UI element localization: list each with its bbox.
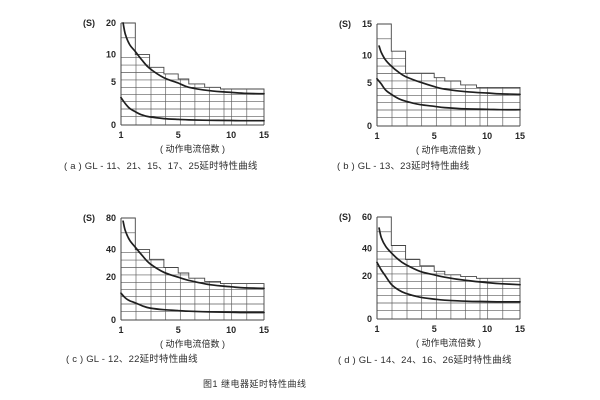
svg-text:1: 1 bbox=[374, 324, 379, 334]
lower-limit-curve bbox=[120, 96, 265, 122]
axes bbox=[120, 218, 264, 321]
y-tick-labels: 0 5 10 20 bbox=[106, 18, 116, 130]
h-gridlines bbox=[121, 37, 264, 117]
svg-text:20: 20 bbox=[362, 271, 372, 281]
axes bbox=[120, 23, 264, 126]
tolerance-band-outline bbox=[121, 22, 265, 125]
chart-b: 0 5 10 15 1 5 10 15 (S)( 动作电流倍数 ) bbox=[331, 16, 551, 164]
v-gridlines bbox=[135, 249, 248, 320]
svg-text:10: 10 bbox=[362, 51, 372, 61]
tolerance-band-outline bbox=[121, 217, 265, 320]
svg-text:15: 15 bbox=[259, 130, 269, 140]
x-tick-labels: 1 5 10 15 bbox=[374, 324, 525, 334]
lower-limit-curve bbox=[376, 77, 521, 111]
y-tick-labels: 0 20 40 60 bbox=[362, 212, 372, 324]
chart-c-caption: ( c ) GL - 12、22延时特性曲线 bbox=[66, 354, 198, 365]
chart-d-caption: ( d ) GL - 14、24、16、26延时特性曲线 bbox=[338, 355, 512, 366]
svg-text:10: 10 bbox=[106, 50, 116, 60]
x-axis-label: ( 动作电流倍数 ) bbox=[160, 338, 225, 349]
x-axis-label: ( 动作电流倍数 ) bbox=[416, 337, 481, 348]
y-tick-labels: 0 5 10 15 bbox=[362, 19, 372, 131]
v-gridlines bbox=[391, 245, 504, 319]
svg-text:10: 10 bbox=[482, 324, 492, 334]
svg-text:15: 15 bbox=[259, 325, 269, 335]
h-gridlines bbox=[121, 232, 264, 312]
svg-text:40: 40 bbox=[106, 245, 116, 255]
axes bbox=[376, 217, 520, 320]
svg-text:0: 0 bbox=[367, 314, 372, 324]
svg-text:0: 0 bbox=[111, 120, 116, 130]
svg-text:5: 5 bbox=[176, 325, 181, 335]
tolerance-band-outline bbox=[377, 23, 521, 126]
upper-limit-curve bbox=[378, 227, 521, 286]
y-unit-label: (S) bbox=[83, 213, 95, 223]
lower-limit-curve bbox=[376, 261, 521, 303]
x-axis-label: ( 动作电流倍数 ) bbox=[416, 144, 481, 155]
x-axis-label: ( 动作电流倍数 ) bbox=[160, 143, 225, 154]
y-unit-label: (S) bbox=[83, 18, 95, 28]
svg-text:60: 60 bbox=[362, 212, 372, 222]
svg-text:5: 5 bbox=[432, 324, 437, 334]
svg-text:0: 0 bbox=[111, 315, 116, 325]
chart-b-caption: ( b ) GL - 13、23延时特性曲线 bbox=[337, 161, 470, 172]
chart-c: 0 20 40 80 1 5 10 15 (S)( 动作电流倍数 ) bbox=[75, 210, 295, 358]
h-gridlines bbox=[377, 231, 520, 311]
svg-text:80: 80 bbox=[106, 213, 116, 223]
svg-text:1: 1 bbox=[374, 131, 379, 141]
svg-text:5: 5 bbox=[111, 77, 116, 87]
lower-limit-curve bbox=[120, 292, 265, 314]
svg-text:40: 40 bbox=[362, 244, 372, 254]
chart-d: 0 20 40 60 1 5 10 15 (S)( 动作电流倍数 ) bbox=[331, 209, 551, 357]
x-tick-labels: 1 5 10 15 bbox=[118, 130, 269, 140]
svg-text:15: 15 bbox=[362, 19, 372, 29]
axes bbox=[376, 24, 520, 127]
v-gridlines bbox=[135, 54, 248, 125]
svg-text:5: 5 bbox=[432, 131, 437, 141]
chart-a-caption: ( a ) GL - 11、21、15、17、25延时特性曲线 bbox=[64, 161, 258, 172]
y-tick-labels: 0 20 40 80 bbox=[106, 213, 116, 325]
upper-limit-curve bbox=[378, 45, 521, 96]
figure-caption: 图1 继电器延时特性曲线 bbox=[203, 379, 307, 389]
upper-limit-curve bbox=[122, 22, 265, 95]
svg-text:1: 1 bbox=[118, 130, 123, 140]
x-tick-labels: 1 5 10 15 bbox=[118, 325, 269, 335]
svg-text:5: 5 bbox=[176, 130, 181, 140]
chart-a: 0 5 10 20 1 5 10 15 (S)( 动作电流倍数 ) bbox=[75, 15, 295, 163]
y-unit-label: (S) bbox=[339, 19, 351, 29]
svg-text:15: 15 bbox=[515, 131, 525, 141]
svg-text:20: 20 bbox=[106, 272, 116, 282]
svg-text:0: 0 bbox=[367, 121, 372, 131]
y-unit-label: (S) bbox=[339, 212, 351, 222]
svg-text:5: 5 bbox=[367, 78, 372, 88]
svg-text:15: 15 bbox=[515, 324, 525, 334]
upper-limit-curve bbox=[122, 220, 265, 290]
svg-text:20: 20 bbox=[106, 18, 116, 28]
tolerance-band-outline bbox=[377, 216, 521, 319]
svg-text:10: 10 bbox=[226, 325, 236, 335]
svg-text:10: 10 bbox=[226, 130, 236, 140]
svg-text:10: 10 bbox=[482, 131, 492, 141]
x-tick-labels: 1 5 10 15 bbox=[374, 131, 525, 141]
h-gridlines bbox=[377, 38, 520, 118]
svg-text:1: 1 bbox=[118, 325, 123, 335]
